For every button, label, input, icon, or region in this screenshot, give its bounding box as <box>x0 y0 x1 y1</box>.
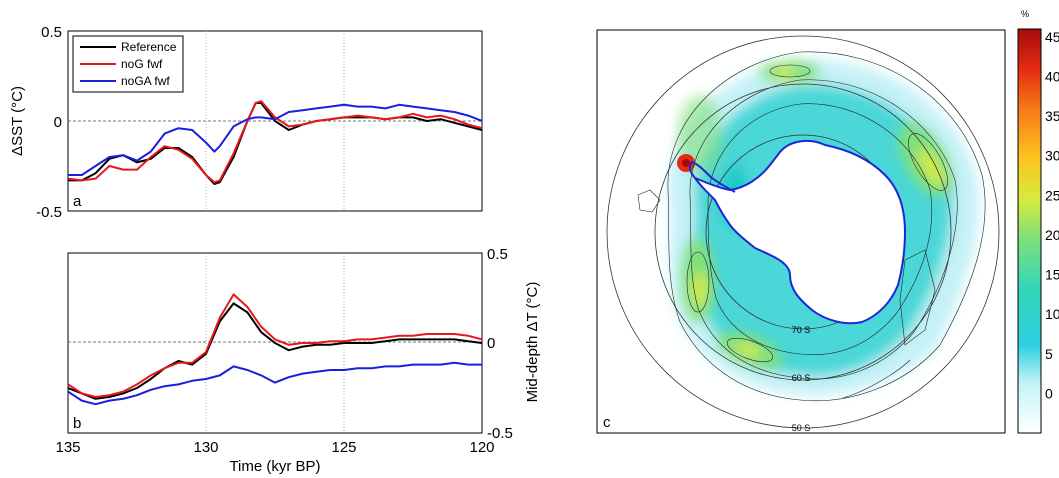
xtick-130: 130 <box>193 439 218 456</box>
colorbar-tick-label: 30 <box>1045 148 1059 164</box>
colorbar-ticks: 45 40 35 30 25 20 15 10 5 0 <box>1045 29 1059 401</box>
panel-b-letter: b <box>73 415 81 432</box>
panel-c: c <box>596 29 1006 434</box>
lat-label-50s: 50 S <box>792 423 811 433</box>
antarctica-land <box>692 139 907 325</box>
colorbar-tick-label: 15 <box>1045 267 1059 283</box>
series-line-nog-fwf <box>68 293 482 398</box>
lat-label-60s: 60 S <box>792 373 811 383</box>
colorbar-gradient <box>1017 28 1042 434</box>
lat-label-70s: 70 S <box>792 325 811 335</box>
xtick-135: 135 <box>55 439 80 456</box>
panel-a-ytick-mid: 0 <box>54 114 62 131</box>
panel-a-ytick-bottom: -0.5 <box>36 204 62 221</box>
panel-a-series <box>68 100 482 185</box>
panel-b-ytick-mid: 0 <box>487 335 495 352</box>
antarctic-peninsula <box>688 160 736 193</box>
legend: Reference noG fwf noGA fwf <box>72 35 184 93</box>
panel-b: 0.5 0 -0.5 Mid-depth ΔT (°C) b 135 130 1… <box>55 246 541 475</box>
panel-a: 0.5 0 -0.5 ΔSST (°C) a Reference noG fwf… <box>9 24 483 221</box>
panel-b-series <box>68 293 482 406</box>
xtick-120: 120 <box>469 439 494 456</box>
colorbar-tick-label: 10 <box>1045 306 1059 322</box>
legend-label-nog: noG fwf <box>121 57 163 71</box>
colorbar-tick-label: 25 <box>1045 187 1059 203</box>
colorbar-tick-label: 20 <box>1045 227 1059 243</box>
colorbar-unit: % <box>1021 9 1029 19</box>
latitude-circle-50s <box>606 35 1000 429</box>
legend-label-reference: Reference <box>121 40 177 54</box>
colorbar-tick-label: 5 <box>1045 346 1053 362</box>
series-line-noga-fwf <box>68 361 482 406</box>
colorbar-tick-label: 45 <box>1045 29 1059 45</box>
latitude-circle-60s <box>654 83 952 381</box>
series-line-reference <box>68 302 482 400</box>
panel-b-ytick-top: 0.5 <box>487 246 508 263</box>
panel-b-ytick-bottom: -0.5 <box>487 425 513 442</box>
colorbar-tick-label: 35 <box>1045 108 1059 124</box>
panel-b-xlabel: Time (kyr BP) <box>229 458 320 475</box>
series-line-noga-fwf <box>68 103 482 176</box>
series-line-nog-fwf <box>68 100 482 184</box>
panel-a-letter: a <box>73 193 82 210</box>
legend-label-noga: noGA fwf <box>121 74 170 88</box>
panel-c-letter: c <box>603 414 611 431</box>
colorbar-tick-label: 0 <box>1045 385 1053 401</box>
panel-a-ytick-top: 0.5 <box>41 24 62 41</box>
hotspot-peak-core <box>682 159 690 167</box>
panel-a-ylabel: ΔSST (°C) <box>9 86 26 156</box>
colorbar: % 45 40 35 30 25 20 15 10 5 0 <box>1017 9 1059 434</box>
series-line-reference <box>68 102 482 185</box>
colorbar-tick-label: 40 <box>1045 69 1059 85</box>
panel-b-ylabel: Mid-depth ΔT (°C) <box>524 282 541 403</box>
xtick-125: 125 <box>331 439 356 456</box>
contour-lines <box>637 51 986 402</box>
